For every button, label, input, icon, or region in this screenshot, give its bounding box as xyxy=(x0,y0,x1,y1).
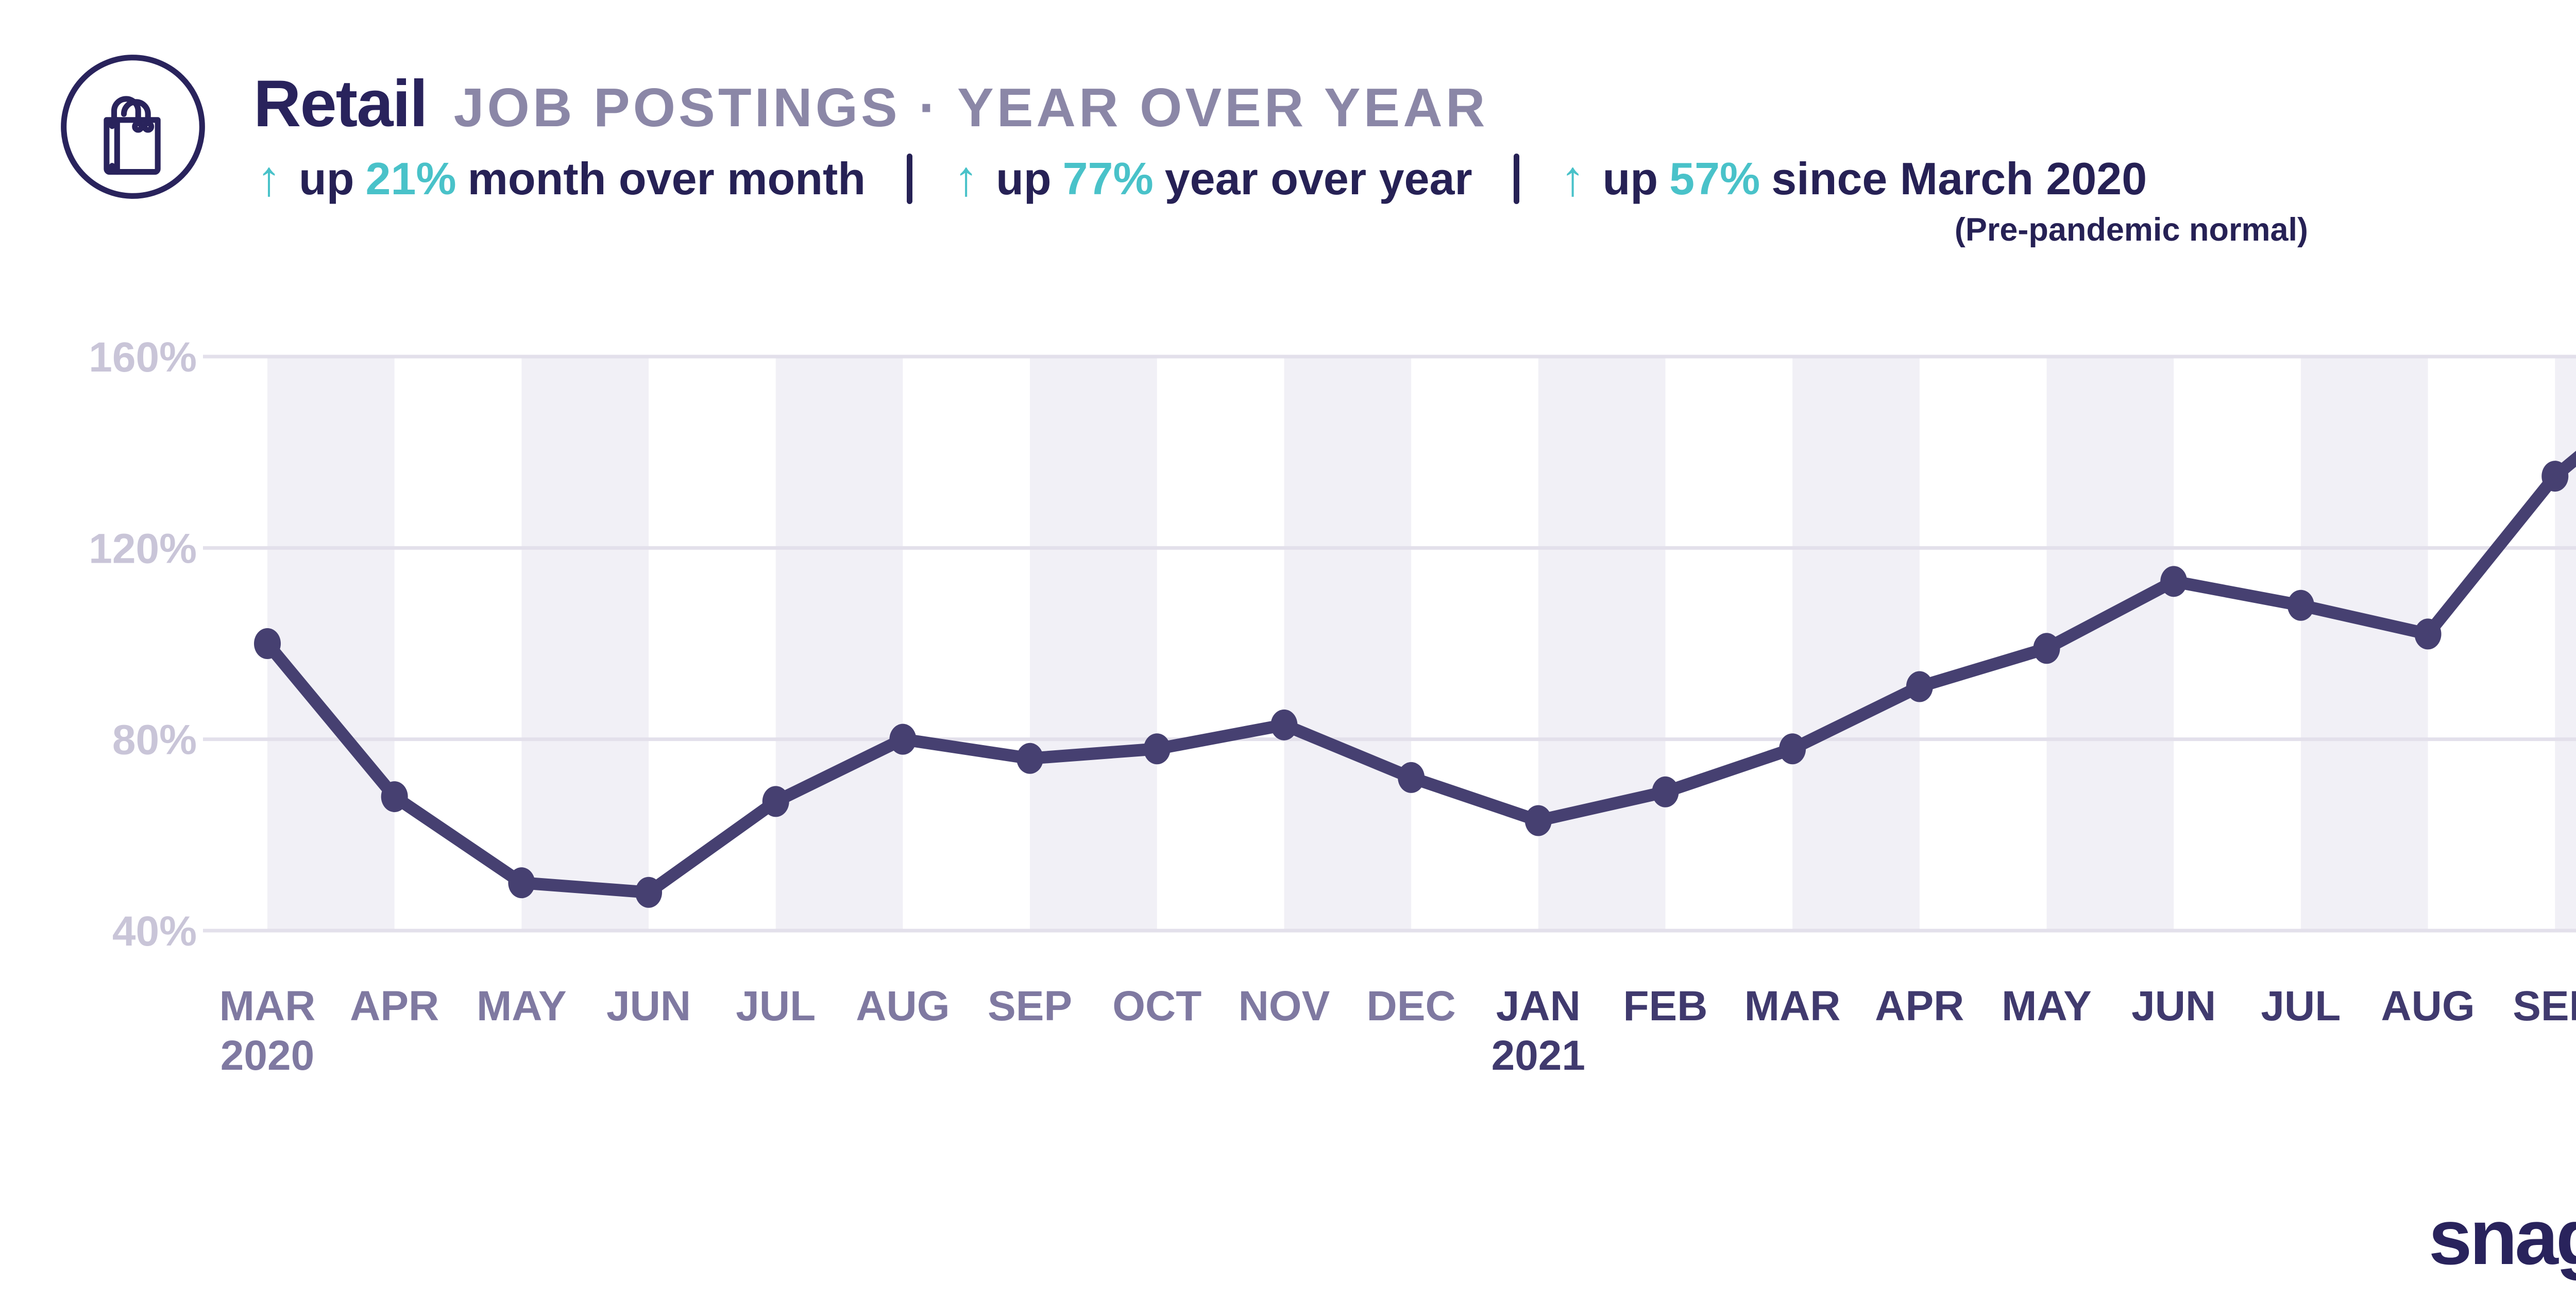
stat-suffix: month over month xyxy=(467,153,866,204)
x-axis-label: APR xyxy=(1875,983,1964,1030)
data-point xyxy=(1906,671,1933,702)
x-axis-label: APR xyxy=(350,983,439,1030)
stat-prefix: up xyxy=(299,153,354,204)
bag-eyelet-left xyxy=(132,120,145,133)
stat-divider xyxy=(907,154,913,204)
x-axis-label: DEC xyxy=(1367,983,1456,1030)
data-point xyxy=(1143,733,1171,765)
data-point xyxy=(1652,776,1679,807)
data-point xyxy=(1398,762,1425,793)
up-arrow-icon: ↑ xyxy=(954,151,979,206)
page-title: Retail xyxy=(253,67,428,141)
data-point xyxy=(889,723,917,755)
stat-divider xyxy=(1513,154,1519,204)
header: Retail JOB POSTINGS · YEAR OVER YEAR xyxy=(253,66,1488,142)
x-axis-label: FEB xyxy=(1623,983,1707,1030)
page-subtitle: JOB POSTINGS · YEAR OVER YEAR xyxy=(453,77,1488,138)
stat-value: 77% xyxy=(1062,153,1154,204)
x-axis-label: AUG xyxy=(856,983,950,1030)
bag-handle-left xyxy=(111,96,141,126)
stat-month-over-month: ↑ up 21% month over month xyxy=(257,150,866,207)
x-axis-label: MAR xyxy=(219,983,316,1030)
bag-notch-top xyxy=(105,118,120,129)
chart-band xyxy=(521,357,649,931)
y-axis-label: 160% xyxy=(89,334,197,381)
y-axis-label: 80% xyxy=(112,717,197,764)
data-point xyxy=(254,628,281,659)
x-axis-label: OCT xyxy=(1112,983,1201,1030)
chart-band xyxy=(2300,357,2428,931)
stat-value: 21% xyxy=(365,153,456,204)
x-axis-label: JUN xyxy=(2131,983,2216,1030)
stat-suffix: since March 2020 xyxy=(1771,153,2147,204)
x-axis-year-label: 2020 xyxy=(221,1032,314,1079)
y-axis-label: 120% xyxy=(89,525,197,572)
x-axis-label: AUG xyxy=(2381,983,2475,1030)
data-point xyxy=(762,786,789,817)
pre-pandemic-note: (Pre-pandemic normal) xyxy=(1954,212,2308,248)
x-axis-label: JUN xyxy=(606,983,691,1030)
data-point xyxy=(2160,566,2188,597)
x-axis-label: MAY xyxy=(477,983,567,1030)
data-point xyxy=(1270,709,1298,740)
shopping-bag-icon xyxy=(61,55,205,199)
chart-band xyxy=(1792,357,1920,931)
stat-prefix: up xyxy=(1602,153,1658,204)
data-point xyxy=(1779,733,1806,765)
stat-value: 57% xyxy=(1669,153,1760,204)
data-point xyxy=(381,781,408,813)
data-point xyxy=(1016,743,1044,774)
data-point xyxy=(635,877,663,908)
data-point xyxy=(508,867,535,899)
stat-text: up 77% year over year xyxy=(996,153,1472,205)
chart-band xyxy=(267,357,395,931)
stat-text: up 57% since March 2020 xyxy=(1603,153,2147,205)
badge-circle xyxy=(61,55,205,199)
bag-eyelet-right xyxy=(142,120,155,133)
y-axis-label: 40% xyxy=(112,908,197,955)
chart-band xyxy=(1538,357,1666,931)
data-point xyxy=(1524,805,1552,836)
stat-since-march-2020: ↑ up 57% since March 2020 xyxy=(1561,150,2147,207)
x-axis-label: MAY xyxy=(2002,983,2092,1030)
snagajob-logo: snagajob® xyxy=(2429,1192,2576,1283)
stat-suffix: year over year xyxy=(1164,153,1472,204)
up-arrow-icon: ↑ xyxy=(1560,151,1585,206)
stat-prefix: up xyxy=(996,153,1052,204)
bag-handle-right xyxy=(121,99,151,126)
trend-line xyxy=(261,450,2576,899)
chart-band xyxy=(1284,357,1412,931)
logo-text: snagajob xyxy=(2428,1193,2576,1281)
stats-row: ↑ up 21% month over month ↑ up 77% year over… xyxy=(257,150,2147,207)
chart-band xyxy=(775,357,903,931)
data-point xyxy=(2541,461,2569,492)
x-axis-label: NOV xyxy=(1239,983,1330,1030)
data-point xyxy=(2033,633,2060,664)
data-point xyxy=(2414,618,2442,650)
bag-notch-bottom xyxy=(105,163,120,174)
stat-year-over-year: ↑ up 77% year over year xyxy=(954,150,1472,207)
x-axis-year-label: 2021 xyxy=(1492,1032,1585,1079)
x-axis-label: SEP xyxy=(988,983,1072,1030)
x-axis-label: MAR xyxy=(1744,983,1841,1030)
chart-band xyxy=(1030,357,1157,931)
data-point xyxy=(2287,589,2314,621)
up-arrow-icon: ↑ xyxy=(257,151,281,206)
x-axis-label: JUL xyxy=(736,983,816,1030)
x-axis-label: JAN xyxy=(1496,983,1581,1030)
x-axis-label: JUL xyxy=(2261,983,2341,1030)
chart-band xyxy=(2555,357,2576,931)
stat-text: up 21% month over month xyxy=(299,153,866,205)
x-axis-label: SEP xyxy=(2513,983,2576,1030)
